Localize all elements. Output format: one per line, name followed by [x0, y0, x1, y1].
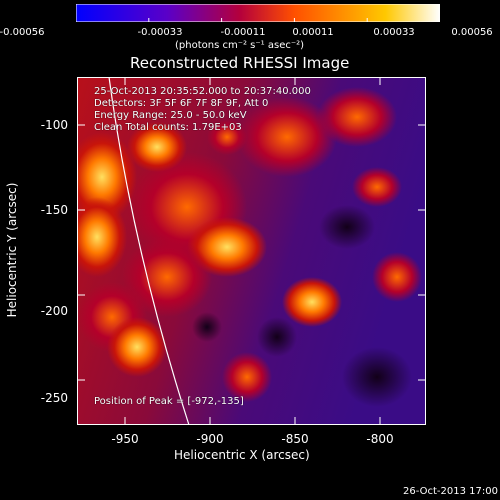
- info-detectors: Detectors: 3F 5F 6F 7F 8F 9F, Att 0: [94, 98, 269, 109]
- colorbar-tick-label: -0.00011: [220, 27, 266, 38]
- x-tick-label: -800: [366, 432, 394, 446]
- x-axis-label: Heliocentric X (arcsec): [174, 448, 310, 462]
- colorbar-tick-label: 0.00056: [451, 27, 493, 38]
- y-tick-label: -150: [40, 203, 68, 217]
- y-tick-label: -100: [40, 118, 68, 132]
- colorbar-gradient: [76, 4, 440, 22]
- info-energy-range: Energy Range: 25.0 - 50.0 keV: [94, 110, 247, 121]
- colorbar-tick-label: 0.00033: [373, 27, 415, 38]
- y-tick-label: -250: [40, 391, 68, 405]
- info-clean-counts: Clean Total counts: 1.79E+03: [94, 122, 242, 133]
- info-time-range: 25-Oct-2013 20:35:52.000 to 20:37:40.000: [94, 86, 311, 97]
- colorbar-tick-label: -0.00033: [137, 27, 183, 38]
- plot-frame: [77, 77, 426, 425]
- x-tick-label: -900: [196, 432, 224, 446]
- axis-ticks: [77, 77, 426, 425]
- rhessi-image: [77, 77, 426, 425]
- y-axis-label: Heliocentric Y (arcsec): [5, 182, 19, 318]
- y-tick-label: -200: [40, 304, 68, 318]
- info-peak-position: Position of Peak = [-972,-135]: [94, 396, 244, 407]
- footer-timestamp: 26-Oct-2013 17:00: [403, 486, 498, 497]
- solar-limb-line: [108, 77, 190, 425]
- x-tick-label: -950: [111, 432, 139, 446]
- plot-title: Reconstructed RHESSI Image: [130, 54, 350, 72]
- colorbar-units: (photons cm⁻² s⁻¹ asec⁻²): [175, 40, 305, 51]
- colorbar-tick-label: 0.00011: [292, 27, 334, 38]
- x-tick-label: -850: [281, 432, 309, 446]
- emission-blobs: [77, 87, 422, 407]
- colorbar-tick-label: -0.00056: [0, 27, 45, 38]
- colorbar-ticks: [76, 18, 440, 22]
